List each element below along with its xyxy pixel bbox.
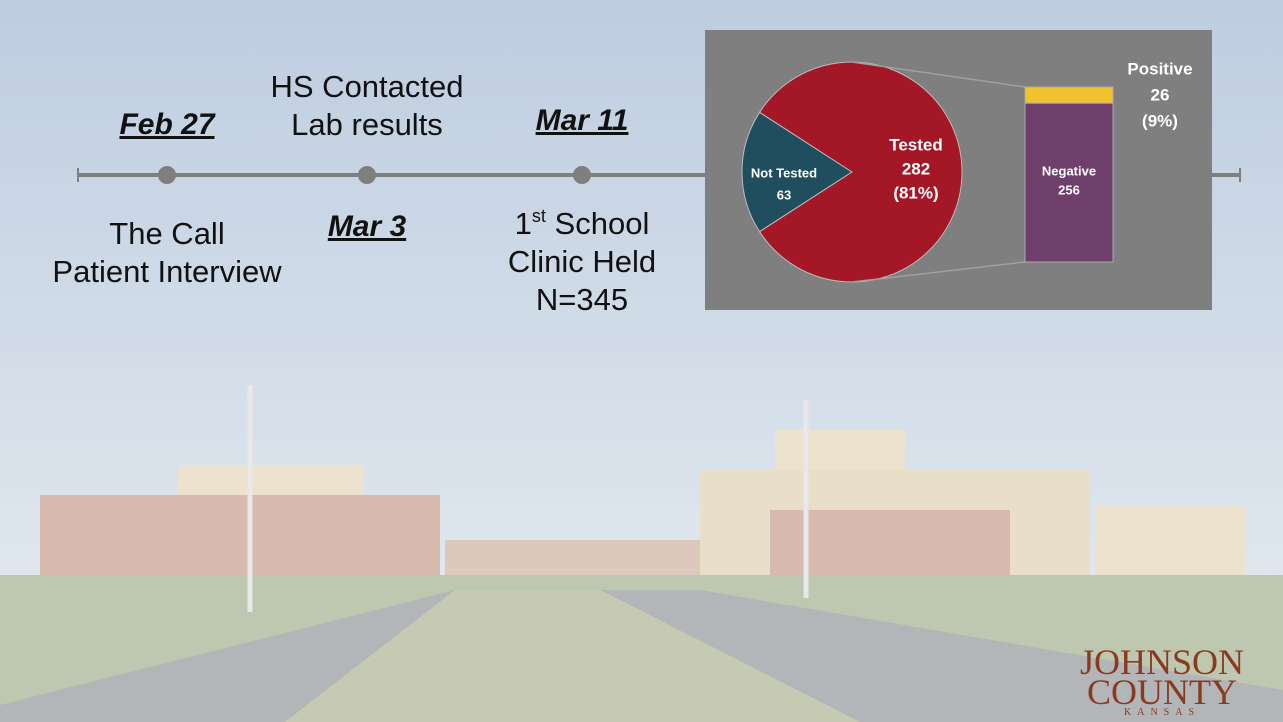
logo-line: COUNTY (1080, 674, 1244, 710)
segment-value: 26 (1151, 85, 1170, 104)
segment-percent: (9%) (1142, 111, 1178, 130)
slice-label: Tested (889, 135, 943, 154)
slice-percent: (81%) (893, 183, 938, 202)
bar-segment (1025, 87, 1113, 103)
segment-label: Negative (1042, 163, 1096, 178)
page: {"timeline": {"events": [ {"date": "Feb … (0, 0, 1283, 722)
slice-label: Not Tested (751, 165, 817, 180)
slice-value: 282 (902, 159, 930, 178)
chart: Not Tested 63 Tested 282 (81%) Negative 256 Pos… (0, 0, 1283, 722)
slide: Feb 27 The CallPatient Interview Mar 3 H… (0, 0, 1283, 722)
segment-value: 256 (1058, 182, 1080, 197)
slice-value: 63 (777, 187, 791, 202)
segment-label: Positive (1127, 59, 1192, 78)
logo: JOHNSON COUNTY KANSAS (1080, 644, 1244, 718)
